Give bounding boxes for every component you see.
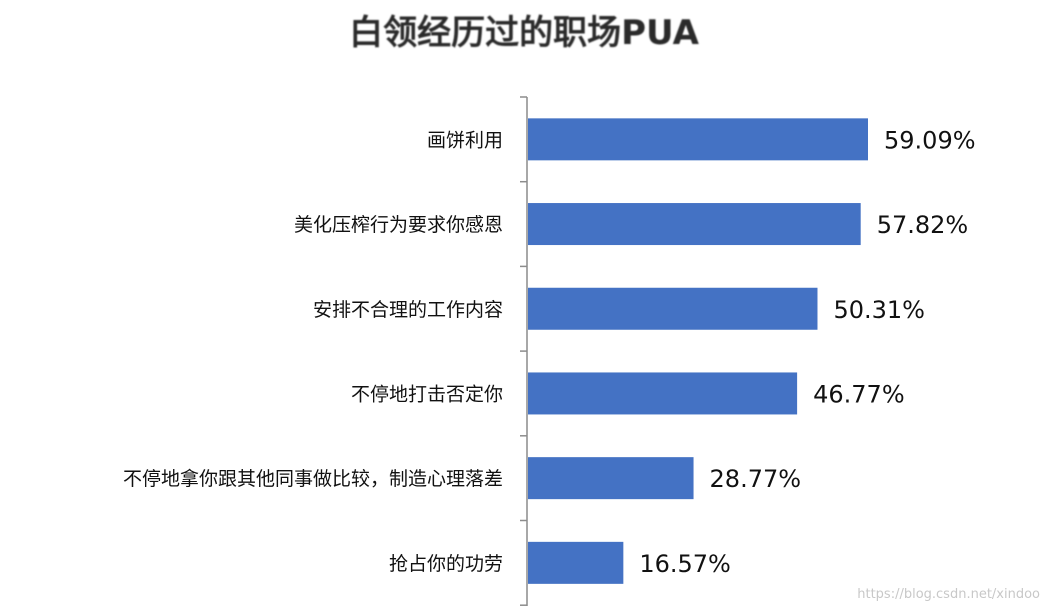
bar (528, 541, 624, 584)
category-label: 安排不合理的工作内容 (313, 299, 503, 321)
category-label: 不停地拿你跟其他同事做比较，制造心理落差 (123, 467, 503, 490)
bars (528, 118, 868, 584)
value-label: 46.77% (813, 380, 905, 408)
value-label: 59.09% (884, 126, 976, 154)
bar (528, 457, 694, 500)
category-label: 画饼利用 (427, 129, 503, 151)
category-label: 不停地打击否定你 (351, 383, 503, 405)
y-axis-ticks (520, 96, 527, 606)
value-label: 28.77% (710, 465, 802, 493)
chart-title: 白领经历过的职场PUA (349, 13, 699, 53)
watermark: https://blog.csdn.net/xindoo (857, 587, 1040, 602)
bar (528, 118, 868, 161)
bar (528, 287, 818, 330)
value-label: 50.31% (833, 296, 925, 324)
category-labels: 画饼利用美化压榨行为要求你感恩安排不合理的工作内容不停地打击否定你不停地拿你跟其… (123, 129, 503, 574)
value-label: 57.82% (877, 211, 969, 239)
value-label: 16.57% (639, 550, 731, 578)
bar (528, 372, 798, 415)
bar (528, 203, 861, 246)
value-labels: 59.09% 57.82% 50.31% 46.77% 28.77% 16.57% (639, 126, 975, 577)
category-label: 美化压榨行为要求你感恩 (294, 214, 503, 236)
category-label: 抢占你的功劳 (389, 553, 503, 575)
